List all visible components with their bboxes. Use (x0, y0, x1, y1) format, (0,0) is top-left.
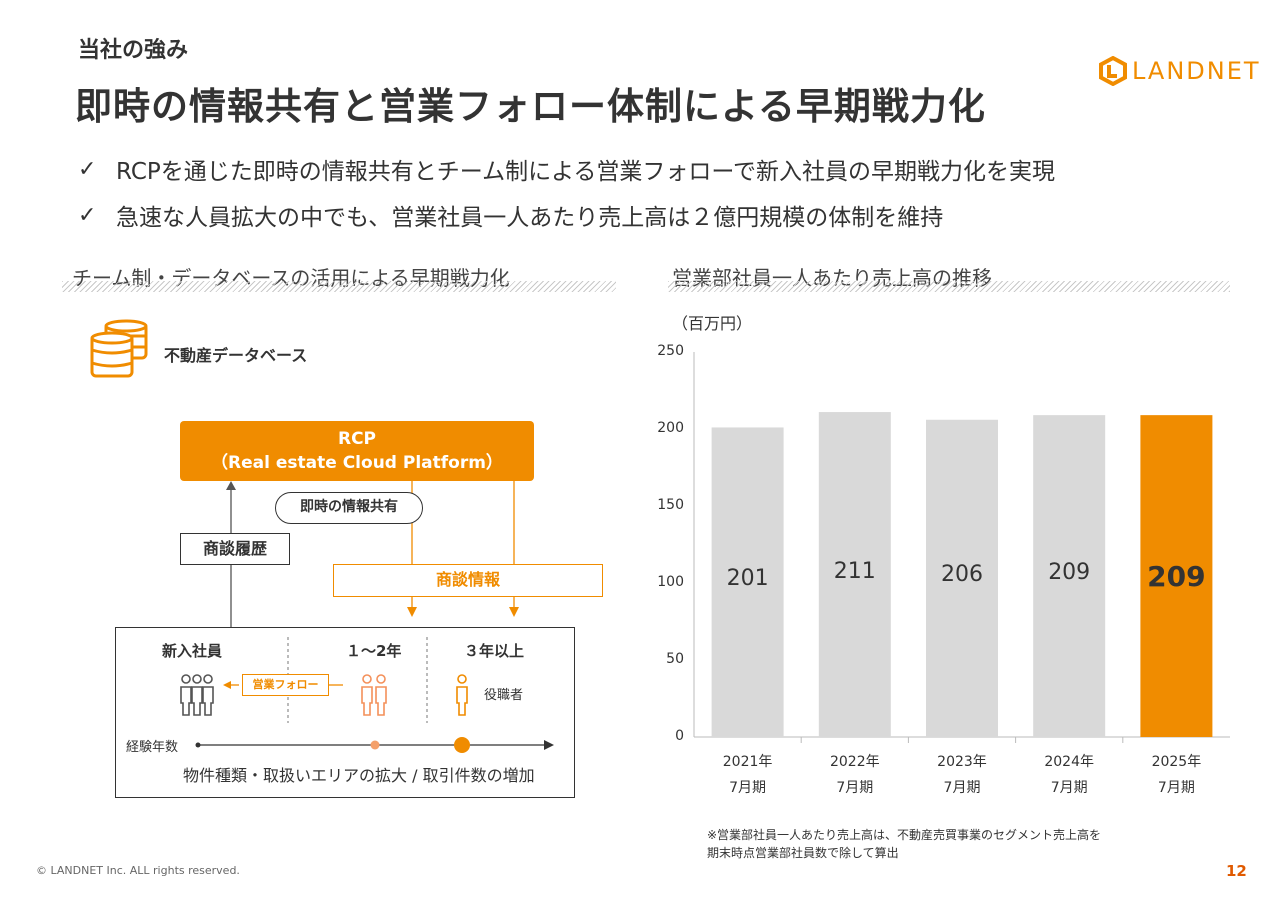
subheading-underline (62, 281, 616, 292)
x-tick-label-line: 2023年 (937, 754, 987, 770)
experience-label: 経験年数 (126, 740, 179, 755)
x-tick-label: 2025年 7月期 (1136, 749, 1216, 801)
x-tick-label: 2024年 7月期 (1029, 749, 1109, 801)
x-tick-label-line: 2021年 (722, 754, 773, 770)
bar (926, 419, 998, 737)
y-tick-label: 150 (657, 497, 684, 513)
y-tick-label: 0 (675, 728, 684, 744)
bar-data-label: 209 (1048, 560, 1091, 586)
column-1-2-years: １～2年 (346, 642, 402, 660)
x-tick-label: 2023年 7月期 (922, 749, 1002, 801)
page-number: 12 (1226, 862, 1247, 880)
copyright: © LANDNET Inc. ALL rights reserved. (36, 864, 240, 877)
page-title: 即時の情報共有と営業フォロー体制による早期戦力化 (75, 85, 986, 128)
bar-data-label: 206 (941, 562, 983, 588)
column-new-employee: 新入社員 (162, 642, 223, 660)
chart-unit-label: （百万円） (672, 314, 753, 333)
x-tick-label: 2021年 7月期 (708, 749, 788, 801)
x-tick-label: 2022年 7月期 (815, 749, 895, 801)
subheading-underline (668, 281, 1230, 292)
column-3plus-years: ３年以上 (464, 642, 525, 660)
footnote-line: 期末時点営業部社員数で除して算出 (707, 846, 899, 860)
x-tick-label-line: 7月期 (836, 780, 874, 796)
logo-text: LANDNET (1132, 57, 1261, 85)
y-tick-label: 200 (657, 420, 684, 436)
team-structure-box (115, 627, 575, 798)
bullet-text: 急速な人員拡大の中でも、営業社員一人あたり売上高は２億円規模の体制を維持 (116, 205, 944, 231)
chart-footnote: ※営業部社員一人あたり売上高は、不動産売買事業のセグメント売上高を 期末時点営業… (707, 826, 1101, 862)
bar-data-label: 209 (1147, 560, 1206, 594)
footnote-line: ※営業部社員一人あたり売上高は、不動産売買事業のセグメント売上高を (707, 828, 1102, 842)
mid-level-employees-icon (361, 674, 387, 716)
check-icon: ✓ (78, 156, 97, 182)
y-tick-label: 50 (666, 651, 684, 667)
bar (1033, 415, 1106, 737)
database-icon (90, 319, 148, 378)
bar (711, 427, 784, 737)
company-logo: LANDNET (1098, 56, 1261, 86)
bar (1140, 415, 1213, 737)
bullet-item: ✓ 急速な人員拡大の中でも、営業社員一人あたり売上高は２億円規模の体制を維持 (78, 198, 943, 232)
x-tick-label-line: 2024年 (1044, 754, 1094, 770)
deal-history-label: 商談履歴 (180, 533, 290, 565)
bullet-item: ✓ RCPを通じた即時の情報共有とチーム制による営業フォローで新入社員の早期戦力… (78, 152, 1055, 186)
rcp-title: RCP (337, 429, 377, 449)
sales-follow-label: 営業フォロー (242, 674, 329, 696)
bar (818, 412, 891, 737)
logo-mark-icon (1099, 56, 1127, 86)
manager-label: 役職者 (484, 688, 524, 703)
y-tick-label: 250 (657, 343, 684, 359)
x-tick-label-line: 7月期 (1157, 780, 1195, 796)
bar-data-label: 211 (833, 558, 876, 584)
bullet-text: RCPを通じた即時の情報共有とチーム制による営業フォローで新入社員の早期戦力化を… (116, 159, 1056, 185)
x-tick-label-line: 2025年 (1151, 754, 1202, 770)
x-tick-label-line: 7月期 (729, 780, 767, 796)
section-label: 当社の強み (78, 38, 189, 63)
x-tick-label-line: 7月期 (943, 780, 981, 796)
expansion-label: 物件種類・取扱いエリアの拡大 / 取引件数の増加 (183, 766, 535, 785)
check-icon: ✓ (78, 202, 97, 228)
new-employees-icon (180, 674, 214, 716)
deal-info-label: 商談情報 (333, 564, 603, 597)
database-label: 不動産データベース (164, 346, 308, 365)
y-tick-label: 100 (657, 574, 684, 590)
info-share-label: 即時の情報共有 (275, 492, 423, 524)
x-tick-label-line: 2022年 (829, 754, 880, 770)
x-tick-label-line: 7月期 (1050, 780, 1088, 796)
rcp-box: RCP （Real estate Cloud Platform） (180, 421, 534, 481)
manager-icon (456, 674, 468, 716)
bar-data-label: 201 (726, 566, 769, 592)
rcp-subtitle: （Real estate Cloud Platform） (211, 453, 503, 473)
